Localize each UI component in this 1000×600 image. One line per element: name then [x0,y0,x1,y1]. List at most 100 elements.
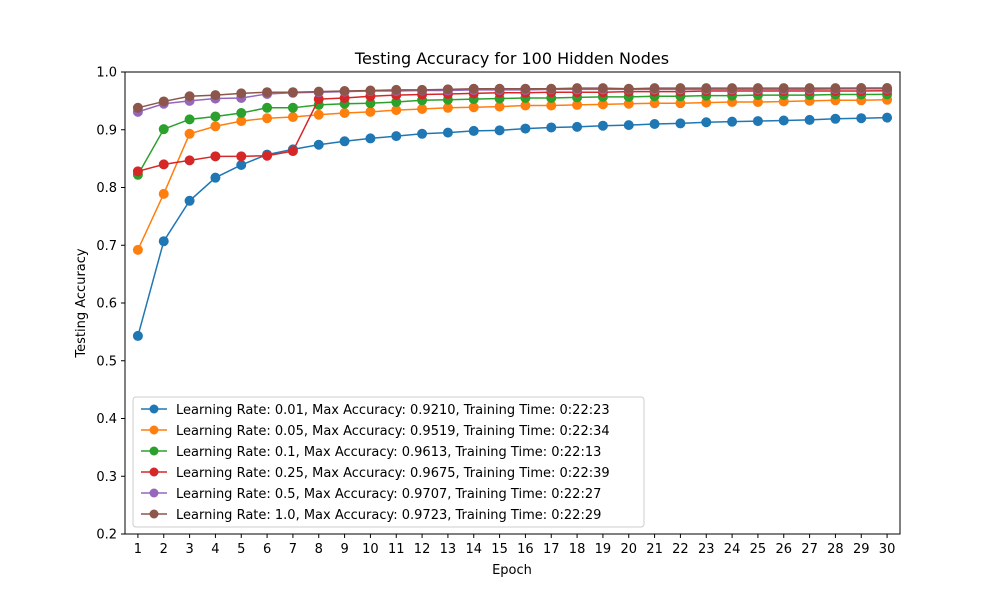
legend-label: Learning Rate: 0.5, Max Accuracy: 0.9707… [176,487,601,502]
data-point [210,111,221,122]
data-point [339,86,350,97]
x-tick-label: 9 [340,542,348,557]
legend-marker [149,425,159,435]
data-point [158,188,169,199]
x-tick-label: 16 [517,542,534,557]
legend-marker [149,509,159,519]
data-point [856,82,867,93]
data-point [339,136,350,147]
data-point [313,86,324,97]
data-point [262,87,273,98]
data-point [184,155,195,166]
data-point [882,82,893,93]
data-point [804,83,815,94]
data-point [210,172,221,183]
data-point [494,125,505,136]
data-point [132,166,143,177]
x-tick-label: 3 [185,542,193,557]
data-point [158,124,169,135]
data-point [287,87,298,98]
data-point [339,108,350,119]
legend-label: Learning Rate: 0.1, Max Accuracy: 0.9613… [176,445,601,460]
legend-item: Learning Rate: 0.05, Max Accuracy: 0.951… [141,424,610,439]
data-point [752,83,763,94]
y-tick-label: 0.6 [96,297,117,312]
data-point [649,83,660,94]
y-tick-label: 0.4 [96,412,117,427]
y-axis: 0.2 0.3 0.4 0.5 0.6 0.7 0.8 0.9 1.0 [96,66,125,543]
legend-item: Learning Rate: 0.01, Max Accuracy: 0.921… [141,403,610,418]
data-point [158,236,169,247]
legend-item: Learning Rate: 0.1, Max Accuracy: 0.9613… [141,445,601,460]
y-tick-label: 0.9 [96,123,117,138]
x-tick-label: 8 [315,542,323,557]
data-point [391,84,402,95]
chart-title: Testing Accuracy for 100 Hidden Nodes [354,49,669,68]
data-point [210,151,221,162]
data-point [313,109,324,120]
data-point [236,108,247,119]
data-point [365,106,376,117]
data-point [442,127,453,138]
y-tick-label: 0.5 [96,354,117,369]
data-point [882,112,893,123]
data-point [287,102,298,113]
data-point [184,128,195,139]
x-tick-label: 26 [775,542,792,557]
data-point [417,84,428,95]
data-point [468,83,479,94]
data-point [442,84,453,95]
y-axis-label: Testing Accuracy [74,248,89,358]
x-tick-label: 24 [724,542,741,557]
x-tick-label: 27 [801,542,818,557]
data-point [623,83,634,94]
data-point [210,121,221,132]
y-tick-label: 0.8 [96,181,117,196]
y-tick-label: 0.2 [96,528,117,543]
legend-item: Learning Rate: 0.25, Max Accuracy: 0.967… [141,466,610,481]
data-point [727,116,738,127]
data-point [494,83,505,94]
data-point [184,195,195,206]
legend-marker [149,467,159,477]
legend: Learning Rate: 0.01, Max Accuracy: 0.921… [132,396,645,528]
x-tick-label: 4 [211,542,219,557]
data-point [365,85,376,96]
data-point [210,90,221,101]
x-tick-label: 22 [672,542,689,557]
data-point [262,113,273,124]
x-tick-label: 23 [698,542,715,557]
y-tick-label: 1.0 [96,66,117,81]
data-point [417,128,428,139]
legend-box [132,396,645,528]
legend-label: Learning Rate: 0.05, Max Accuracy: 0.951… [176,424,610,439]
data-point [830,113,841,124]
data-point [752,116,763,127]
y-tick-label: 0.7 [96,239,117,254]
x-tick-label: 18 [569,542,586,557]
data-point [365,133,376,144]
x-tick-label: 15 [491,542,508,557]
data-point [623,120,634,131]
x-tick-label: 28 [827,542,844,557]
data-point [313,139,324,150]
data-point [701,117,712,128]
data-point [804,114,815,125]
data-point [727,83,738,94]
legend-marker [149,404,159,414]
series-6 [132,82,893,113]
legend-item: Learning Rate: 1.0, Max Accuracy: 0.9723… [141,508,601,523]
data-point [649,118,660,129]
x-tick-label: 6 [263,542,271,557]
data-point [417,103,428,114]
data-point [184,91,195,102]
x-tick-label: 10 [362,542,379,557]
legend-label: Learning Rate: 1.0, Max Accuracy: 0.9723… [176,508,601,523]
x-tick-label: 11 [388,542,405,557]
data-point [132,330,143,341]
data-point [391,131,402,142]
data-point [675,118,686,129]
data-point [132,244,143,255]
data-point [675,83,686,94]
x-tick-label: 19 [595,542,612,557]
